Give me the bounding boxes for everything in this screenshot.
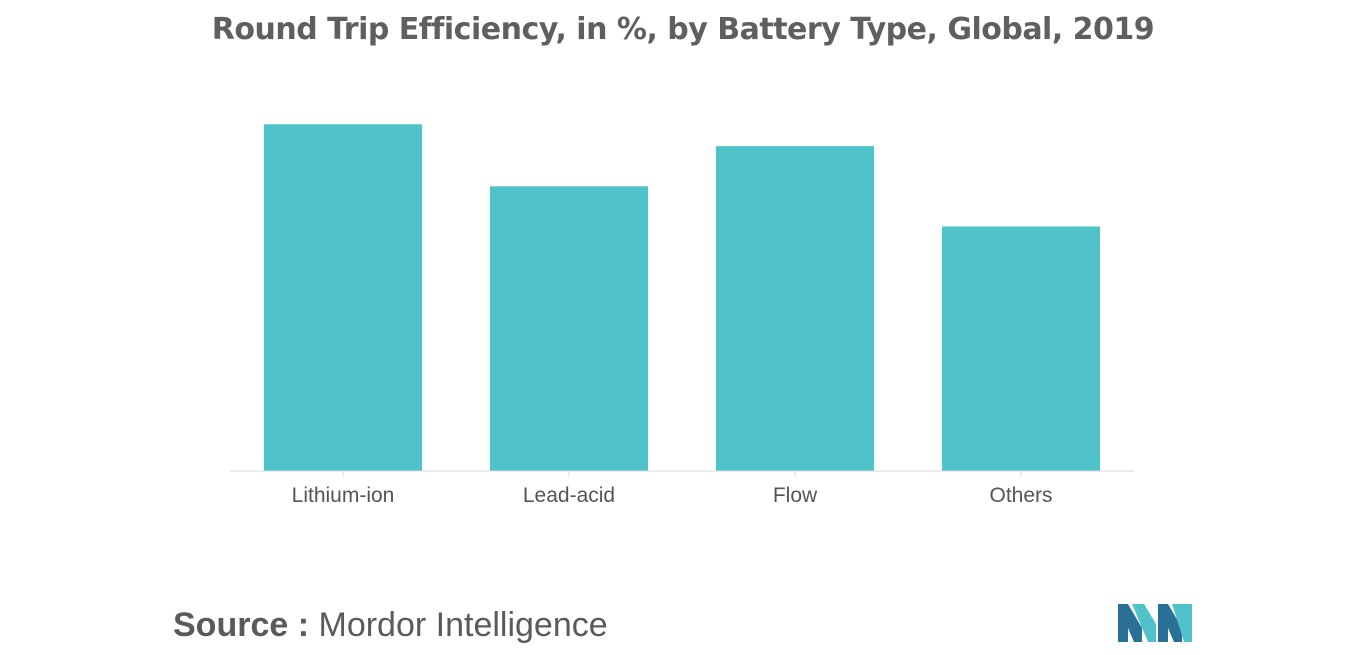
source-name: Mordor Intelligence [318,606,608,644]
x-ticks-layer [342,471,1022,477]
chart-title: Round Trip Efficiency, in %, by Battery … [211,12,1155,47]
x-tick-label: Others [989,484,1052,507]
source-prefix: Source : [173,606,310,644]
bar-lead-acid [489,186,649,472]
bar-lithium-ion [263,124,423,471]
bar-others [941,226,1101,471]
x-tick-label: Lithium-ion [292,484,395,507]
bar-flow [715,146,875,471]
x-tick-labels-layer: Lithium-ion Lead-acid Flow Others [292,484,1053,507]
source-note: Source : Mordor Intelligence [173,606,608,645]
bars-layer [263,124,1101,472]
x-tick-label: Flow [773,484,818,507]
mordor-intelligence-logo-icon [1118,604,1192,642]
x-tick-label: Lead-acid [523,484,615,507]
